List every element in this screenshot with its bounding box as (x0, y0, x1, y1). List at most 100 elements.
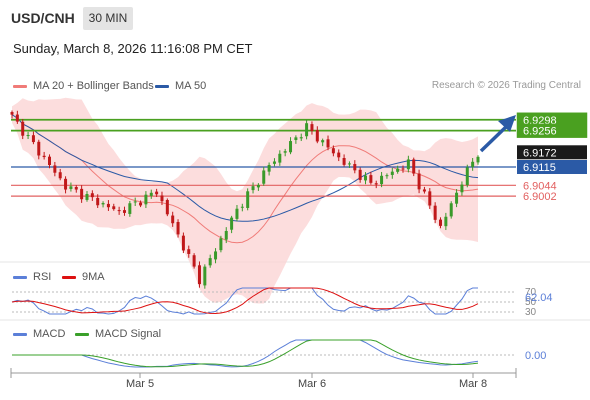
candle-body (283, 151, 287, 153)
candle-body (305, 123, 309, 137)
rsi-scale-label: 50 (525, 297, 537, 308)
candle-body (433, 205, 437, 220)
rsi-line (11, 287, 478, 315)
source-credit: Research © 2026 Trading Central (431, 80, 581, 91)
candle-body (101, 203, 105, 205)
macd-signal-line (12, 339, 479, 368)
rsi-scale-label: 30 (525, 307, 537, 318)
macd-line (12, 339, 479, 368)
candle-body (133, 201, 137, 203)
forecast-arrow-head (498, 115, 516, 132)
candle-body (294, 137, 298, 141)
level-label-target: 6.9256 (523, 126, 557, 138)
candle-body (396, 168, 400, 172)
level-label-bg (517, 123, 587, 138)
legend-swatch (155, 84, 169, 88)
candle-body (347, 163, 351, 165)
legend-macd: MACD (13, 328, 65, 340)
legend-label: MACD Signal (95, 328, 162, 340)
target-label-frame (516, 112, 588, 138)
candle-body (74, 186, 78, 190)
candle-body (58, 172, 62, 179)
bollinger-band (12, 97, 478, 304)
candle-body (251, 186, 255, 191)
level-label-bg (517, 112, 587, 127)
candle-body (155, 191, 159, 195)
legend-label: MACD (33, 328, 66, 340)
candle-body (112, 206, 116, 210)
candle-body (256, 184, 260, 188)
candle-body (369, 175, 373, 183)
candle-body (128, 203, 132, 214)
candle-body (455, 192, 459, 204)
candle-body (171, 215, 175, 224)
candle-body (401, 168, 405, 170)
chart-datetime: Sunday, March 8, 2026 11:16:08 PM CET (13, 41, 253, 56)
candle-body (197, 265, 201, 285)
ma50-line (11, 114, 479, 222)
candle-body (374, 183, 378, 185)
candle-body (230, 217, 234, 230)
candle-body (310, 124, 314, 131)
candle-body (106, 203, 110, 208)
candle-body (235, 208, 239, 219)
macd-value: 0.00 (525, 350, 546, 362)
legend-rsi: RSI (13, 271, 51, 283)
candle-body (337, 152, 341, 158)
legend-macd-signal: MACD Signal (75, 328, 161, 340)
candle-body (47, 156, 51, 166)
candle-body (428, 191, 432, 206)
candle-body (53, 165, 57, 173)
candle-body (476, 156, 480, 163)
candle-body (240, 206, 244, 208)
candle-body (10, 112, 14, 115)
candle-body (96, 197, 100, 206)
candle-body (471, 161, 475, 167)
candle-body (315, 130, 319, 142)
candle-body (321, 140, 325, 143)
legend-swatch (13, 332, 27, 336)
timeframe-badge[interactable]: 30 MIN (83, 7, 133, 30)
candle-body (85, 193, 89, 200)
legend-label: RSI (33, 271, 52, 283)
candle-body (139, 202, 143, 206)
candle-body (390, 171, 394, 175)
ma20-line (11, 114, 479, 244)
candle-body (149, 192, 153, 196)
candle-body (460, 184, 464, 193)
candle-body (69, 186, 73, 189)
candle-body (90, 193, 94, 198)
candle-body (406, 159, 410, 170)
legend-ma20-bollinger: MA 20 + Bollinger Bands (13, 80, 154, 92)
legend-swatch (13, 84, 27, 88)
candle-body (289, 141, 293, 153)
candle-body (144, 194, 148, 205)
candle-body (262, 170, 266, 184)
candle-body (214, 251, 218, 260)
candle-body (219, 238, 223, 251)
candle-body (224, 230, 228, 240)
rsi-9ma-line (11, 287, 479, 315)
candle-body (412, 159, 416, 174)
legend-swatch (13, 275, 27, 279)
candle-body (31, 135, 35, 143)
candle-body (187, 249, 191, 254)
chart-header: USD/CNH 30 MIN (0, 0, 590, 36)
candle-body (449, 203, 453, 217)
candle-body (358, 169, 362, 180)
candle-body (192, 255, 196, 267)
candle-body (176, 221, 180, 235)
candle-body (465, 167, 469, 186)
level-label-bg (517, 160, 587, 174)
candle-body (15, 114, 19, 122)
candle-body (21, 121, 25, 136)
legend-label: 9MA (82, 271, 105, 283)
candle-body (80, 188, 84, 200)
forecast-arrow-shaft (479, 123, 510, 153)
candle-body (326, 139, 330, 148)
candle-body (299, 137, 303, 139)
candle-body (380, 175, 384, 185)
candle-body (64, 178, 68, 190)
x-tick-label: Mar 6 (298, 378, 326, 390)
